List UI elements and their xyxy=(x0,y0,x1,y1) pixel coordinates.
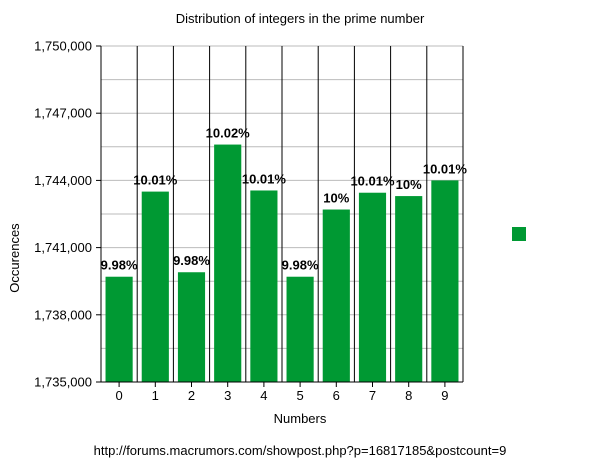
data-label: 10.01% xyxy=(242,171,287,186)
x-tick-label: 6 xyxy=(333,388,340,403)
bar-7 xyxy=(358,192,387,382)
x-tick-label: 1 xyxy=(152,388,159,403)
data-label: 10.01% xyxy=(350,174,395,189)
y-tick-label: 1,741,000 xyxy=(34,240,92,255)
x-tick-label: 9 xyxy=(441,388,448,403)
data-labels: 9.98%10.01%9.98%10.02%10.01%9.98%10%10.0… xyxy=(101,126,468,273)
x-tick-label: 7 xyxy=(369,388,376,403)
bar-0 xyxy=(105,276,133,382)
x-tick-label: 8 xyxy=(405,388,412,403)
x-axis-title: Numbers xyxy=(274,411,327,426)
bar-5 xyxy=(286,276,314,382)
y-axis-title: Occurences xyxy=(7,223,22,293)
bar-8 xyxy=(395,196,423,382)
bar-9 xyxy=(431,180,459,382)
bar-4 xyxy=(250,190,278,382)
data-label: 9.98% xyxy=(282,258,319,273)
y-tick-labels: 1,735,000 1,738,000 1,741,000 1,744,000 1,74… xyxy=(34,39,101,390)
data-label: 9.98% xyxy=(101,258,138,273)
bar-6 xyxy=(322,209,350,382)
x-tick-label: 0 xyxy=(115,388,122,403)
data-label: 9.98% xyxy=(173,253,210,268)
chart-title: Distribution of integers in the prime nu… xyxy=(176,11,425,26)
data-label: 10.02% xyxy=(206,126,251,141)
source-url: http://forums.macrumors.com/showpost.php… xyxy=(94,443,507,458)
y-tick-label: 1,750,000 xyxy=(34,39,92,54)
x-tick-label: 5 xyxy=(296,388,303,403)
bars xyxy=(105,144,459,382)
x-tick-label: 4 xyxy=(260,388,267,403)
data-label: 10% xyxy=(396,177,422,192)
y-tick-label: 1,738,000 xyxy=(34,307,92,322)
data-label: 10% xyxy=(323,191,349,206)
bar-2 xyxy=(177,272,206,382)
y-tick-label: 1,735,000 xyxy=(34,375,92,390)
bar-1 xyxy=(141,191,169,382)
data-label: 10.01% xyxy=(423,161,468,176)
x-tick-label: 2 xyxy=(188,388,195,403)
y-tick-label: 1,747,000 xyxy=(34,106,92,121)
data-label: 10.01% xyxy=(133,173,178,188)
y-tick-label: 1,744,000 xyxy=(34,173,92,188)
bar-3 xyxy=(214,144,242,382)
axes xyxy=(100,46,463,383)
x-tick-label: 3 xyxy=(224,388,231,403)
x-tick-labels: 0 1 2 3 4 5 6 7 8 9 xyxy=(115,382,449,403)
legend-swatch xyxy=(512,227,526,241)
